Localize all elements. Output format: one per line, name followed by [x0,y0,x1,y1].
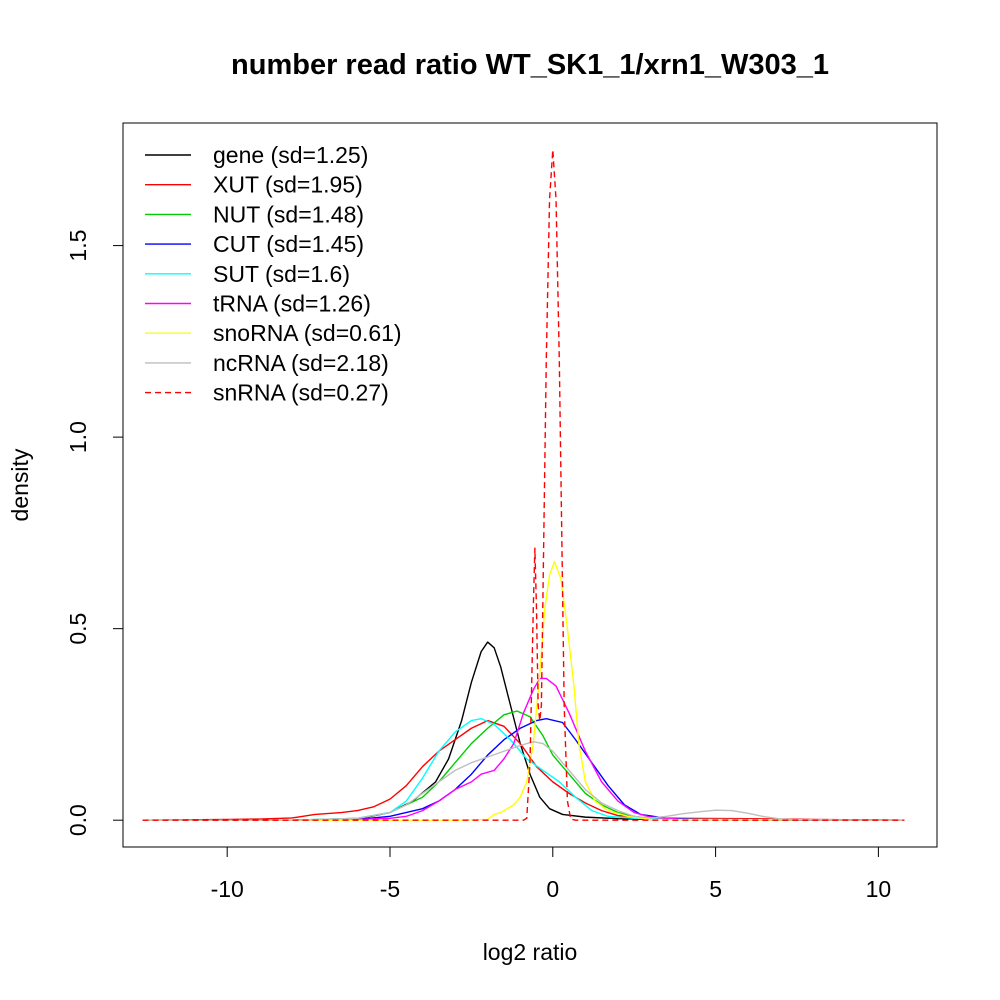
x-tick-label: -5 [380,876,400,902]
series-line-7 [142,740,905,821]
series-line-0 [142,641,905,821]
legend-label: SUT (sd=1.6) [213,261,350,287]
x-tick-label: 5 [709,876,722,902]
x-axis: -10 -5 0 5 10 [211,846,892,902]
x-tick-label: 0 [546,876,559,902]
legend-label: ncRNA (sd=2.18) [213,350,389,376]
series-line-8 [142,149,905,821]
legend-label: snoRNA (sd=0.61) [213,320,402,346]
legend-label: gene (sd=1.25) [213,142,368,168]
x-tick-label: -10 [211,876,244,902]
legend: gene (sd=1.25) XUT (sd=1.95) NUT (sd=1.48)… [145,142,402,406]
y-tick-label: 1.5 [65,230,91,262]
legend-label: CUT (sd=1.45) [213,231,364,257]
series-line-1 [142,719,905,821]
chart-title: number read ratio WT_SK1_1/xrn1_W303_1 [231,49,829,81]
y-tick-label: 1.0 [65,421,91,453]
legend-label: tRNA (sd=1.26) [213,291,371,317]
series-line-6 [142,560,905,821]
x-axis-label: log2 ratio [483,939,578,965]
series-line-3 [142,717,905,821]
series-layer [142,149,905,821]
series-line-5 [142,677,905,821]
legend-label: XUT (sd=1.95) [213,172,363,198]
y-axis-label: density [7,448,33,521]
legend-label: snRNA (sd=0.27) [213,380,389,406]
y-axis: 0.0 0.5 1.0 1.5 [65,230,124,836]
y-tick-label: 0.5 [65,613,91,645]
y-tick-label: 0.0 [65,804,91,836]
series-line-4 [142,717,905,821]
legend-label: NUT (sd=1.48) [213,201,364,227]
x-tick-label: 10 [866,876,892,902]
